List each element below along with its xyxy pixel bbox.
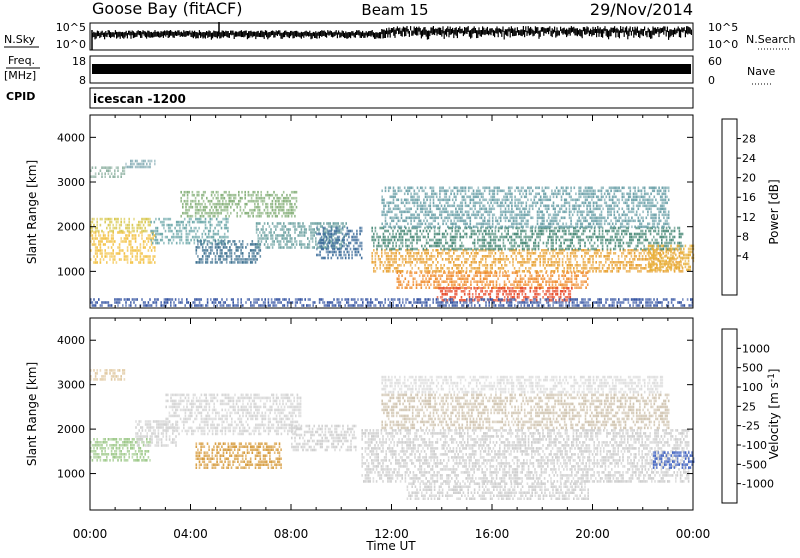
nsky-label: N.Sky [4,33,36,46]
time-axis-label: Time UT [365,539,416,553]
nave-tick-bottom: 0 [708,74,715,87]
freq-tick-top: 18 [72,55,86,68]
y-tick-label: 2000 [57,423,85,436]
velocity-ylabel: Slant Range [km] [25,362,39,466]
colorbar-tick-label: -1000 [742,478,774,491]
time-tick-label: 00:00 [73,527,108,541]
data-region-0 [90,438,151,462]
nsearch-tick-bottom: 10^0 [708,38,738,51]
freq-label: Freq. [8,54,35,67]
y-tick-label: 4000 [57,334,85,347]
y-tick-label: 2000 [57,221,85,234]
data-region-4 [150,218,228,245]
y-tick-label: 1000 [57,265,85,278]
data-region-4 [196,442,282,469]
colorbar-tick-label: 20 [742,172,756,185]
nave-tick-top: 60 [708,55,722,68]
nave-label: Nave [747,65,775,78]
velocity-rti-panel [90,369,694,500]
power-rti-panel [90,160,694,307]
colorbar-tick-label: 100 [742,381,763,394]
data-region-6 [361,429,689,483]
nsky-noise-trace [92,22,692,50]
colorbar-tick-label: 8 [742,230,749,243]
y-tick-label: 1000 [57,468,85,481]
colorbar-tick-label: -500 [742,458,767,471]
data-region-8 [381,376,663,394]
power-colorbar: 28 24 20 16 12 8 4 [722,119,756,295]
time-tick-label: 20:00 [575,527,610,541]
data-region-1 [90,218,151,233]
nsky-tick-bottom: 10^0 [56,38,86,51]
power-ylabel: Slant Range [km] [25,160,39,264]
data-region-0 [90,231,156,264]
colorbar-frame [722,119,737,295]
data-region-10 [371,227,683,251]
colorbar-tick-label: 28 [742,133,756,146]
colorbar-frame [722,329,737,503]
time-tick-label: 08:00 [274,527,309,541]
data-region-5 [180,191,297,218]
colorbar-tick-label: 1000 [742,342,770,355]
colorbar-tick-label: 12 [742,211,756,224]
time-tick-label: 00:00 [676,527,711,541]
data-region-9 [371,249,683,273]
data-region-3 [125,160,155,169]
nsky-tick-top: 10^5 [56,21,86,34]
freq-tick-bottom: 8 [79,74,86,87]
power-colorbar-label: Power [dB] [767,179,781,244]
nsearch-label: N.Search [746,33,796,46]
y-tick-label: 3000 [57,176,85,189]
velocity-colorbar-label: Velocity [m s-1] [767,369,781,460]
colorbar-tick-label: 25 [742,400,756,413]
data-region-13 [437,287,573,302]
nave-trace [92,64,691,74]
data-region-7 [381,394,669,430]
colorbar-tick-label: 16 [742,191,756,204]
data-region-3 [165,394,301,436]
data-region-11 [381,187,669,229]
data-region-8 [316,227,362,260]
beam-label: Beam 15 [361,1,428,19]
colorbar-tick-label: 24 [742,152,756,165]
cpid-mode-text: icescan -1200 [93,92,186,106]
time-tick-label: 04:00 [173,527,208,541]
data-region-2 [90,166,125,178]
colorbar-tick-label: 4 [742,250,749,263]
nsearch-tick-top: 10^5 [708,21,738,34]
time-tick-label: 16:00 [475,527,510,541]
colorbar-tick-label: -100 [742,439,767,452]
cpid-label: CPID [6,90,35,103]
power-y-axis: 1000 2000 3000 4000 [57,115,693,308]
colorbar-tick-label: 500 [742,362,763,375]
data-region-12 [397,271,589,289]
freq-unit: [MHz] [4,69,36,82]
date-label: 29/Nov/2014 [590,0,693,19]
data-region-5 [291,425,357,452]
colorbar-tick-label: -25 [742,420,760,433]
data-region-1 [90,369,125,381]
data-region-9 [407,482,589,500]
station-title: Goose Bay (fitACF) [92,0,242,18]
y-tick-label: 4000 [57,131,85,144]
y-tick-label: 3000 [57,379,85,392]
